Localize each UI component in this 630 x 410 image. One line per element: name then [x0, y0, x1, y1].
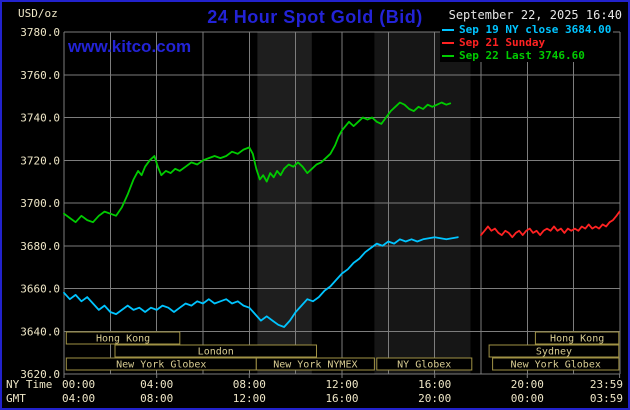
x-axis-ny-tick-label: 12:00: [325, 378, 358, 391]
legend-line-swatch-icon: [442, 28, 454, 31]
x-axis-gmt-tick-label: 00:00: [511, 392, 544, 405]
price-line-sep21: [480, 210, 621, 239]
market-session-label: Sydney: [536, 347, 572, 358]
x-axis-ny-tick-label: 00:00: [62, 378, 95, 391]
y-axis-tick-label: 3700.0: [20, 197, 60, 210]
legend-item-sep19-close: Sep 19 NY close 3684.00: [440, 23, 614, 36]
y-axis-tick-label: 3760.0: [20, 69, 60, 82]
x-axis-gmt-tick-label: 16:00: [325, 392, 358, 405]
kitco-website-link[interactable]: www.kitco.com: [68, 37, 192, 56]
price-line-sep19: [63, 236, 459, 328]
market-session-box: [255, 357, 375, 371]
market-session-box: [488, 344, 620, 358]
x-axis-ny-tick-label: 16:00: [418, 378, 451, 391]
legend-label: Sep 19 NY close 3684.00: [459, 23, 612, 36]
x-axis-gmt-tick-label: 12:00: [233, 392, 266, 405]
market-session-box: [534, 331, 620, 345]
legend-label: Sep 21 Sunday: [459, 36, 546, 49]
x-axis-gmt-tick-label: 20:00: [418, 392, 451, 405]
market-session-label: London: [198, 347, 234, 358]
x-axis-gmt-tick-label: 03:59: [590, 392, 623, 405]
market-session-label: NY Globex: [397, 360, 451, 371]
market-session-label: New York Globex: [511, 360, 601, 371]
x-axis-ny-tick-label: 23:59: [590, 378, 623, 391]
x-axis-ny-tick-label: 08:00: [233, 378, 266, 391]
x-axis-gmt-tick-label: 04:00: [62, 392, 95, 405]
x-axis-ny-tick-label: 20:00: [511, 378, 544, 391]
market-session-label: Hong Kong: [550, 334, 604, 345]
report-datetime: September 22, 2025 16:40: [448, 8, 622, 22]
legend-line-swatch-icon: [442, 54, 454, 57]
legend-item-sep21-sunday: Sep 21 Sunday: [440, 36, 614, 49]
y-axis-tick-label: 3660.0: [20, 283, 60, 296]
market-session-label: New York NYMEX: [273, 360, 357, 371]
market-session-box: [114, 344, 317, 358]
x-axis-ny-tick-label: 04:00: [140, 378, 173, 391]
price-line-sep22: [63, 101, 452, 224]
chart-legend: Sep 19 NY close 3684.00 Sep 21 Sunday Se…: [440, 23, 614, 62]
market-session-label: New York Globex: [116, 360, 206, 371]
price-units-label: USD/oz: [18, 7, 58, 20]
market-session-box: [376, 357, 473, 371]
legend-label: Sep 22 Last 3746.60: [459, 49, 585, 62]
x-axis-ny-time-label: NY Time: [6, 378, 53, 391]
market-session-box: [492, 357, 620, 371]
y-axis-tick-label: 3680.0: [20, 240, 60, 253]
legend-item-sep22-last: Sep 22 Last 3746.60: [440, 49, 614, 62]
y-axis-tick-label: 3780.0: [20, 26, 60, 39]
x-axis-gmt-label: GMT: [6, 392, 26, 405]
y-axis-tick-label: 3720.0: [20, 154, 60, 167]
legend-line-swatch-icon: [442, 41, 454, 44]
y-axis-tick-label: 3640.0: [20, 325, 60, 338]
y-axis-tick-label: 3620.0: [20, 368, 60, 381]
market-session-box: [65, 331, 181, 345]
y-axis-tick-label: 3740.0: [20, 112, 60, 125]
chart-title: 24 Hour Spot Gold (Bid): [207, 7, 423, 27]
market-session-label: Hong Kong: [96, 334, 150, 345]
x-axis-gmt-tick-label: 08:00: [140, 392, 173, 405]
